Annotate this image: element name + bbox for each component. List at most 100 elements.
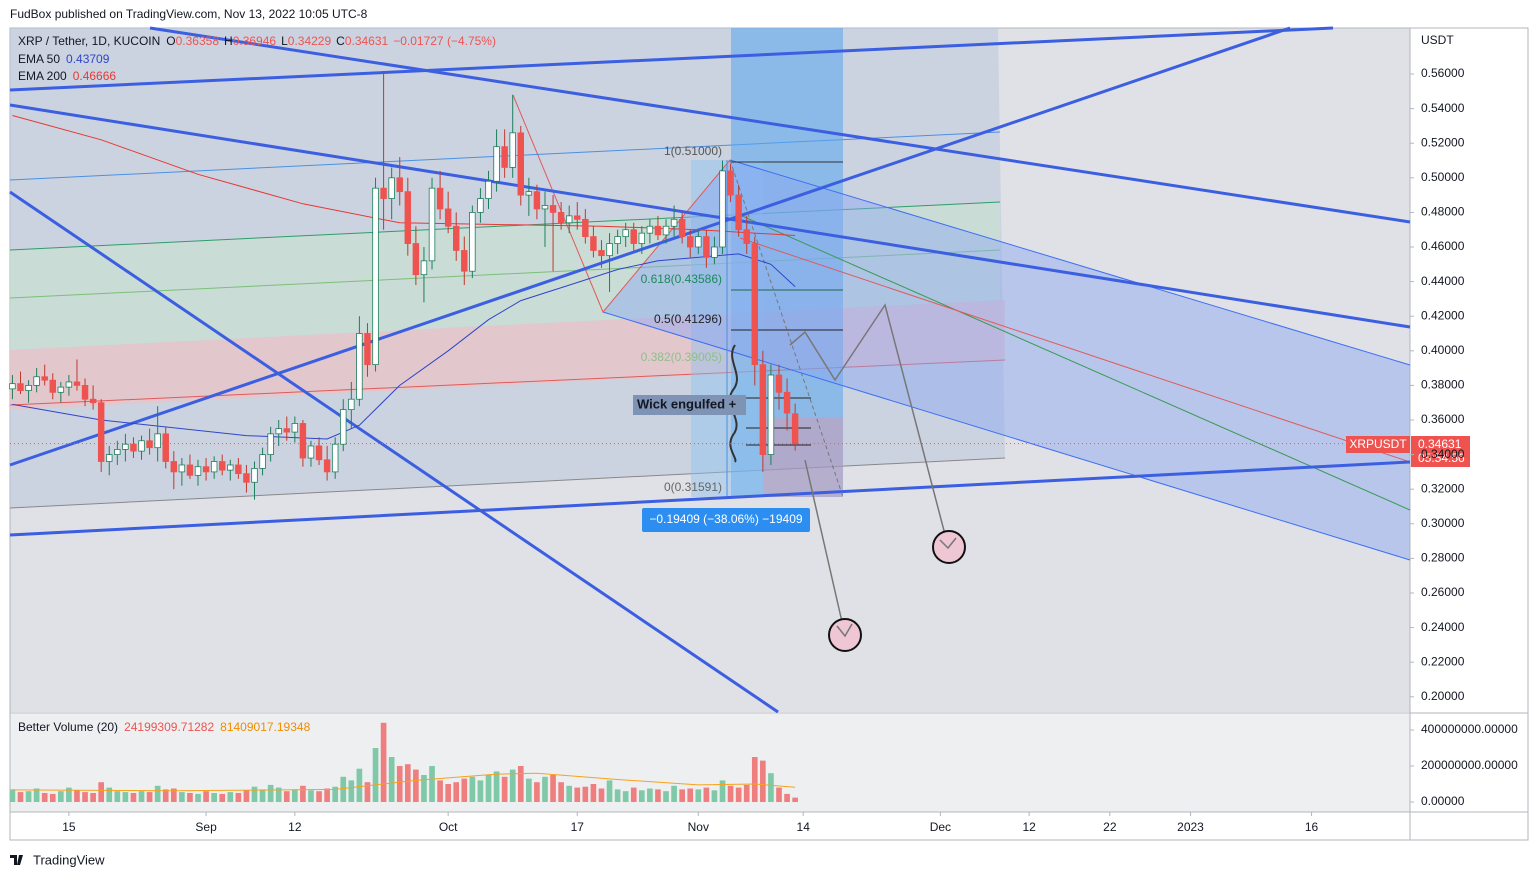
volume-bar: [130, 792, 137, 802]
candle-body: [380, 187, 387, 199]
candle-body: [444, 208, 452, 227]
y-tick-label: 0.20000: [1421, 689, 1465, 703]
volume-bar: [372, 748, 379, 802]
dashed-path: [729, 159, 844, 498]
volume-bar: [292, 789, 298, 802]
volume-average: [12, 772, 796, 792]
candle-body: [525, 191, 533, 196]
candle-body: [170, 461, 178, 473]
y-tick-label: 0.42000: [1421, 308, 1465, 322]
candle-body: [791, 413, 799, 445]
candle-body: [590, 236, 597, 251]
fib-label: 0.5(0.41296): [654, 312, 722, 326]
volume-bar: [380, 722, 387, 802]
volume-tick-label: 200000000.00000: [1421, 758, 1518, 772]
trendline: [9, 103, 1411, 329]
trendline: [9, 26, 1334, 92]
volume-bar: [413, 769, 419, 802]
volume-bar: [687, 788, 694, 802]
volume-bar: [324, 788, 330, 802]
volume-bar: [235, 792, 242, 802]
volume-bar: [114, 791, 121, 802]
volume-bar: [9, 789, 16, 802]
y-tick-label: 0.44000: [1421, 274, 1465, 288]
candle-body: [574, 215, 581, 220]
volume-bar: [17, 792, 24, 802]
volume-bar: [743, 784, 750, 802]
volume-bar: [485, 775, 492, 802]
y-tick-label: 0.50000: [1421, 170, 1465, 184]
volume-bar: [590, 784, 597, 802]
candle-body: [122, 443, 129, 450]
legend-entry: EMA 200 0.46666: [18, 69, 116, 83]
candle-body: [49, 379, 56, 393]
candle-body: [453, 225, 460, 251]
candle-body: [106, 454, 113, 462]
y-tick-label: 0.34000: [1421, 447, 1465, 461]
volume-bar: [348, 780, 355, 802]
volume-bar: [501, 776, 508, 802]
volume-bar: [98, 782, 105, 802]
x-tick-label: 12: [1022, 820, 1036, 834]
volume-bar: [251, 786, 258, 802]
volume-tick-label: 0.00000: [1421, 794, 1465, 808]
candle-body: [727, 170, 734, 196]
candle-body: [541, 205, 549, 210]
currency: USDT: [1421, 33, 1454, 47]
candle-body: [89, 398, 97, 404]
candle-body: [461, 250, 468, 272]
fib-labels: 1(0.51000) 0.618(0.43586) 0.5(0.41296) 0…: [641, 144, 722, 494]
candle-body: [670, 218, 678, 227]
volume-bar: [170, 788, 177, 802]
candle-body: [194, 466, 202, 476]
legend-title: XRP / Tether, 1D, KUCOIN O0.36358 H0.36946…: [18, 34, 496, 48]
volume-bar: [727, 785, 734, 802]
volume-bar: [598, 788, 605, 802]
volume-bar: [300, 785, 306, 802]
x-tick-label: Dec: [930, 820, 951, 834]
x-tick-label: 12: [288, 820, 302, 834]
volume-bar: [82, 792, 88, 802]
marks: [9, 74, 1410, 802]
volume-bar: [219, 793, 226, 802]
volume-bar: [526, 778, 532, 802]
volume-bar: [283, 791, 290, 802]
candle-body: [743, 229, 750, 244]
candle-body: [9, 383, 16, 390]
candle-body: [154, 433, 161, 449]
trendline: [9, 460, 1411, 537]
logo-mark: [10, 855, 23, 865]
candle-body: [331, 443, 339, 473]
volume-bar: [316, 791, 322, 802]
x-tick-label: Nov: [688, 820, 709, 834]
volume-bar: [792, 797, 798, 802]
legend-name: EMA 50: [18, 52, 60, 66]
volume-bar: [542, 776, 548, 802]
volume-bar: [679, 789, 685, 802]
y-tick-label: 0.54000: [1421, 101, 1465, 115]
volume-bar: [332, 786, 339, 802]
volume-bar: [356, 768, 363, 802]
ohlc-value: 0.34631: [345, 34, 389, 48]
volume-bar: [630, 787, 637, 802]
candle-body: [275, 428, 282, 435]
trendline: [9, 26, 1291, 467]
volume-bar: [493, 771, 500, 802]
y-tick-label: 0.28000: [1421, 551, 1465, 565]
volume-bar: [784, 793, 790, 802]
fib-label: 0.382(0.39005): [641, 350, 722, 364]
volume-bar: [461, 778, 468, 802]
candle-body: [57, 386, 65, 393]
x-tick-label: 2023: [1177, 820, 1204, 834]
volume-bar: [364, 782, 371, 802]
volume-bar: [534, 782, 540, 802]
candle-body: [719, 170, 726, 248]
ohlc-key: O: [166, 34, 175, 48]
x-tick-label: Sep: [195, 820, 217, 834]
volume-bar: [227, 792, 234, 802]
volume-bar: [445, 784, 451, 802]
candle-body: [323, 459, 331, 473]
volume-pane: [10, 714, 1410, 812]
projection: [789, 303, 949, 547]
volume-bar: [243, 790, 250, 802]
